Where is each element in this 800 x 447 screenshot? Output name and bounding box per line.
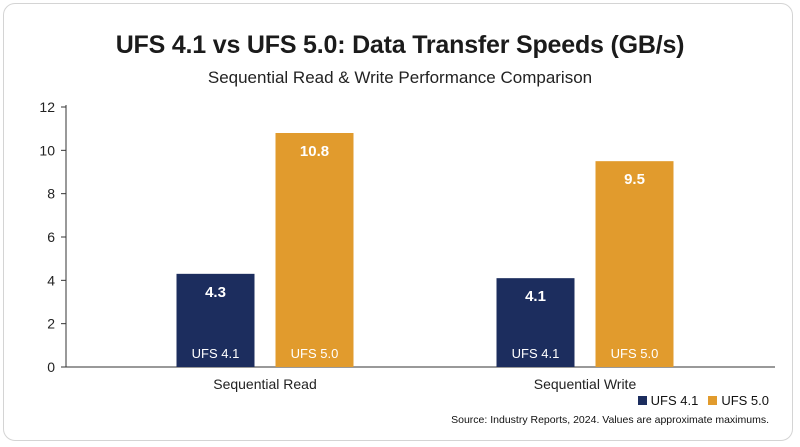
chart-subtitle: Sequential Read & Write Performance Comp… [207, 68, 593, 87]
y-tick-label: 2 [47, 316, 55, 332]
y-tick-label: 10 [39, 142, 55, 158]
legend-item-ufs41: UFS 4.1 [637, 393, 699, 408]
bar-value-label: 9.5 [624, 171, 645, 188]
x-category-label: Sequential Write [534, 376, 637, 392]
bar-series-label: UFS 5.0 [611, 346, 659, 361]
bar-value-label: 4.3 [205, 284, 226, 301]
x-category-label: Sequential Read [213, 376, 317, 392]
bar-series-label: UFS 4.1 [512, 346, 560, 361]
bar-value-label: 10.8 [300, 143, 329, 160]
bar [275, 133, 354, 367]
chart-title: UFS 4.1 vs UFS 5.0: Data Transfer Speeds… [115, 31, 685, 59]
y-tick-label: 4 [47, 272, 55, 288]
legend-item-ufs50: UFS 5.0 [708, 393, 769, 408]
legend-swatch-ufs41 [637, 396, 647, 405]
source-note: Source: Industry Reports, 2024. Values a… [451, 414, 769, 426]
bar [595, 161, 674, 367]
y-tick-label: 8 [47, 186, 55, 202]
y-tick-label: 12 [39, 99, 55, 115]
legend-label-ufs41: UFS 4.1 [650, 393, 699, 408]
y-tick-label: 0 [47, 359, 55, 375]
legend-label-ufs50: UFS 5.0 [721, 393, 769, 408]
bar [176, 273, 255, 367]
legend: UFS 4.1 UFS 5.0 [628, 393, 769, 408]
bar [496, 278, 575, 367]
legend-swatch-ufs50 [708, 396, 718, 405]
y-tick-label: 6 [47, 229, 55, 245]
bar-series-label: UFS 4.1 [192, 346, 240, 361]
bar-series-label: UFS 5.0 [291, 346, 339, 361]
bar-value-label: 4.1 [525, 288, 546, 305]
